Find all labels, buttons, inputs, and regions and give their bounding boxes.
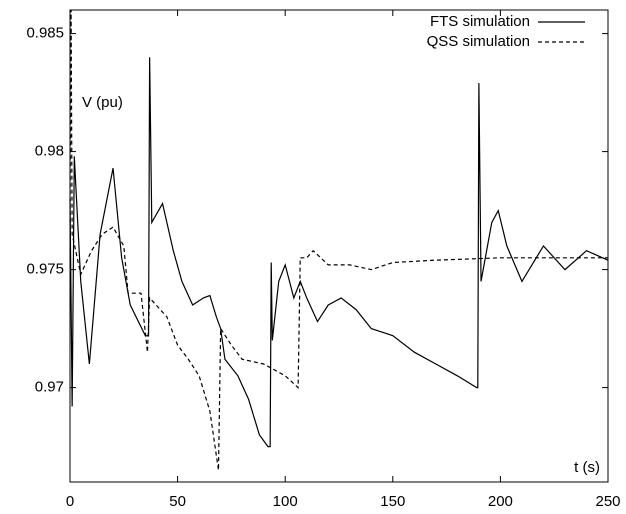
x-tick-label: 50 xyxy=(169,493,186,510)
legend-label: QSS simulation xyxy=(427,33,530,50)
y-tick-label: 0.98 xyxy=(35,143,64,160)
x-axis-label: t (s) xyxy=(574,459,600,476)
y-tick-label: 0.975 xyxy=(26,261,64,278)
x-tick-label: 200 xyxy=(488,493,513,510)
series-line xyxy=(69,9,608,471)
legend-label: FTS simulation xyxy=(430,13,530,30)
y-tick-label: 0.97 xyxy=(35,379,64,396)
series-line xyxy=(69,57,609,448)
y-tick-label: 0.985 xyxy=(26,25,64,42)
x-tick-label: 100 xyxy=(273,493,298,510)
plot-frame xyxy=(69,9,609,483)
x-tick-label: 0 xyxy=(66,493,74,510)
x-tick-label: 150 xyxy=(380,493,405,510)
x-tick-label: 250 xyxy=(595,493,620,510)
y-axis-label: V (pu) xyxy=(82,94,123,111)
